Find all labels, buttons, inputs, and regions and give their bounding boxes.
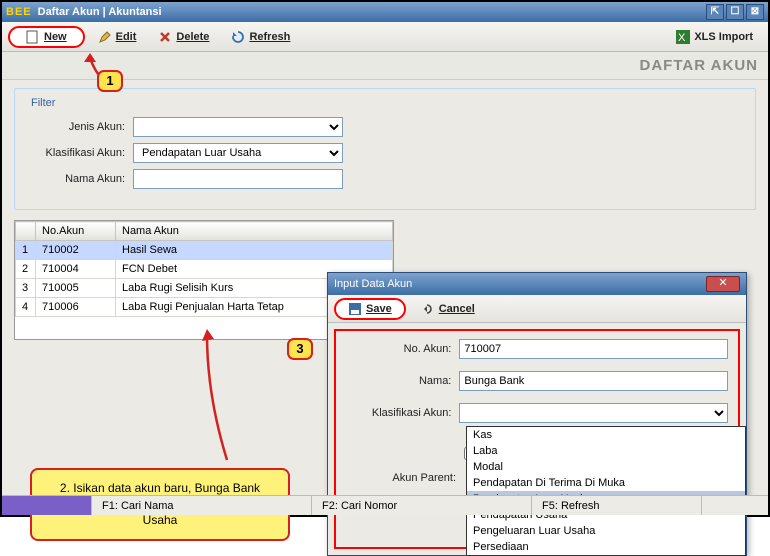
col-noakun: No.Akun [36,222,116,241]
cancel-label: Cancel [439,303,475,315]
klasifikasi-dropdown[interactable]: KasLabaModalPendapatan Di Terima Di Muka… [466,426,746,556]
step-badge-1: 1 [97,70,123,92]
dropdown-option[interactable]: Laba [467,443,745,459]
refresh-label: Refresh [249,31,290,43]
status-f5: F5: Refresh [532,496,702,515]
step-badge-3: 3 [287,338,313,360]
dropdown-option[interactable]: Kas [467,427,745,443]
noakun-input[interactable] [459,339,728,359]
klasifikasi-select[interactable]: Pendapatan Luar Usaha [133,143,343,163]
status-f2: F2: Cari Nomor [312,496,532,515]
dialog-toolbar: Save Cancel [328,295,746,323]
main-toolbar: New Edit Delete Refresh X XLS Import [2,22,768,52]
dialog-close-icon[interactable]: ✕ [706,276,740,292]
dropdown-option[interactable]: Pendapatan Di Terima Di Muka [467,475,745,491]
dropdown-option[interactable]: Persediaan [467,539,745,555]
edit-label: Edit [116,31,137,43]
window-undock-icon[interactable]: ⇱ [706,4,724,20]
filter-legend: Filter [27,97,59,109]
new-icon [26,30,40,44]
dlg-klas-select[interactable] [459,403,728,423]
dlg-nama-label: Nama: [346,375,451,387]
dialog-form: No. Akun: Nama: Klasifikasi Akun: Header… [334,329,740,549]
cancel-icon [421,302,435,316]
jenis-label: Jenis Akun: [25,121,125,133]
status-f1: F1: Cari Nama [92,496,312,515]
noakun-label: No. Akun: [346,343,451,355]
refresh-icon [231,30,245,44]
xls-icon: X [676,30,690,44]
svg-text:X: X [678,32,686,44]
cancel-button[interactable]: Cancel [412,298,484,320]
delete-icon [158,30,172,44]
save-button[interactable]: Save [334,298,406,320]
save-label: Save [366,303,392,315]
save-icon [348,302,362,316]
dropdown-option[interactable]: Modal [467,459,745,475]
new-label: New [44,31,67,43]
dropdown-option[interactable]: Pengeluaran Luar Usaha [467,523,745,539]
klasifikasi-label: Klasifikasi Akun: [25,147,125,159]
window-titlebar: BEE Daftar Akun | Akuntansi ⇱ ☐ ⊠ [2,2,768,22]
window-maximize-icon[interactable]: ☐ [726,4,744,20]
nama-label: Nama Akun: [25,173,125,185]
table-row[interactable]: 1710002Hasil Sewa [16,241,393,260]
parent-label: Akun Parent: [346,472,456,484]
dialog-titlebar: Input Data Akun ✕ [328,273,746,295]
delete-label: Delete [176,31,209,43]
nama-input[interactable] [133,169,343,189]
window-title: Daftar Akun | Akuntansi [38,6,162,18]
xls-import-button[interactable]: X XLS Import [667,26,762,48]
status-indicator [2,496,92,515]
dlg-klas-label: Klasifikasi Akun: [346,407,451,419]
refresh-button[interactable]: Refresh [222,26,299,48]
delete-button[interactable]: Delete [149,26,218,48]
filter-box: Filter Jenis Akun: Klasifikasi Akun: Pen… [14,88,756,210]
jenis-select[interactable] [133,117,343,137]
dialog-title: Input Data Akun [334,278,412,290]
status-bar: F1: Cari Nama F2: Cari Nomor F5: Refresh [2,495,768,515]
col-index [16,222,36,241]
xls-label: XLS Import [694,31,753,43]
dlg-nama-input[interactable] [459,371,728,391]
window-close-icon[interactable]: ⊠ [746,4,764,20]
edit-button[interactable]: Edit [89,26,146,48]
edit-icon [98,30,112,44]
new-button[interactable]: New [8,26,85,48]
app-logo: BEE [6,6,32,18]
col-namaakun: Nama Akun [116,222,393,241]
